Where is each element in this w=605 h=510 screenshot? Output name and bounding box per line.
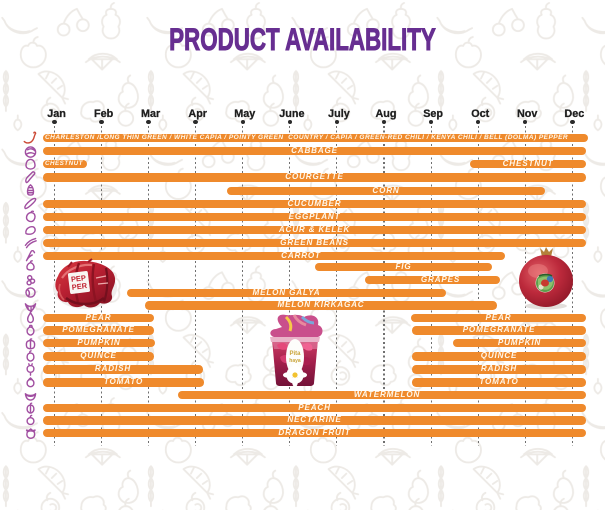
svg-text:Pita: Pita (289, 351, 301, 357)
svg-text:haya: haya (289, 358, 301, 364)
svg-text:PER: PER (71, 281, 88, 292)
svg-text:PEP: PEP (71, 273, 87, 284)
